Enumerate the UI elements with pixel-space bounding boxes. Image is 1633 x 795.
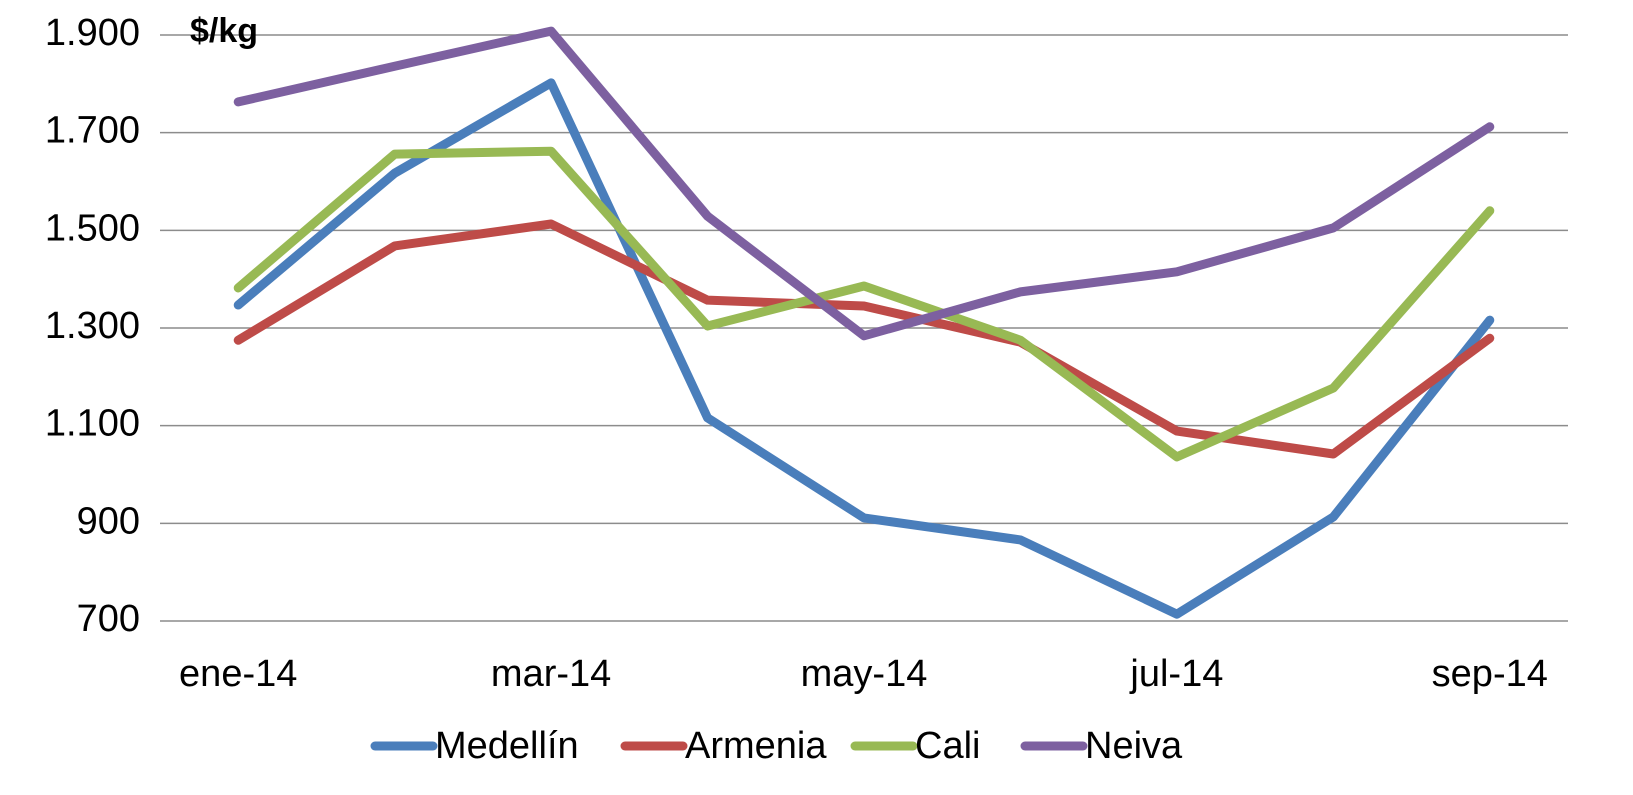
y-tick-label: 1.700 [45,110,140,152]
series-line [233,26,1495,341]
y-tick-label: 900 [77,500,140,542]
series-line [233,146,1495,462]
y-tick-label: 1.500 [45,207,140,249]
y-axis-label: $/kg [190,12,258,50]
y-tick-label: 1.100 [45,403,140,445]
y-tick-label: 700 [77,598,140,640]
legend-label: Armenia [685,725,827,767]
series-line [233,78,1495,619]
series-line [233,219,1495,459]
y-tick-label: 1.900 [45,12,140,54]
legend-label: Medellín [435,725,579,767]
x-tick-label: mar-14 [491,653,611,695]
x-tick-label: sep-14 [1432,653,1548,695]
y-tick-label: 1.300 [45,305,140,347]
legend-label: Neiva [1085,725,1183,767]
x-tick-label: jul-14 [1129,653,1223,695]
x-tick-label: may-14 [801,653,928,695]
x-tick-label: ene-14 [179,653,297,695]
legend-label: Cali [915,725,980,767]
